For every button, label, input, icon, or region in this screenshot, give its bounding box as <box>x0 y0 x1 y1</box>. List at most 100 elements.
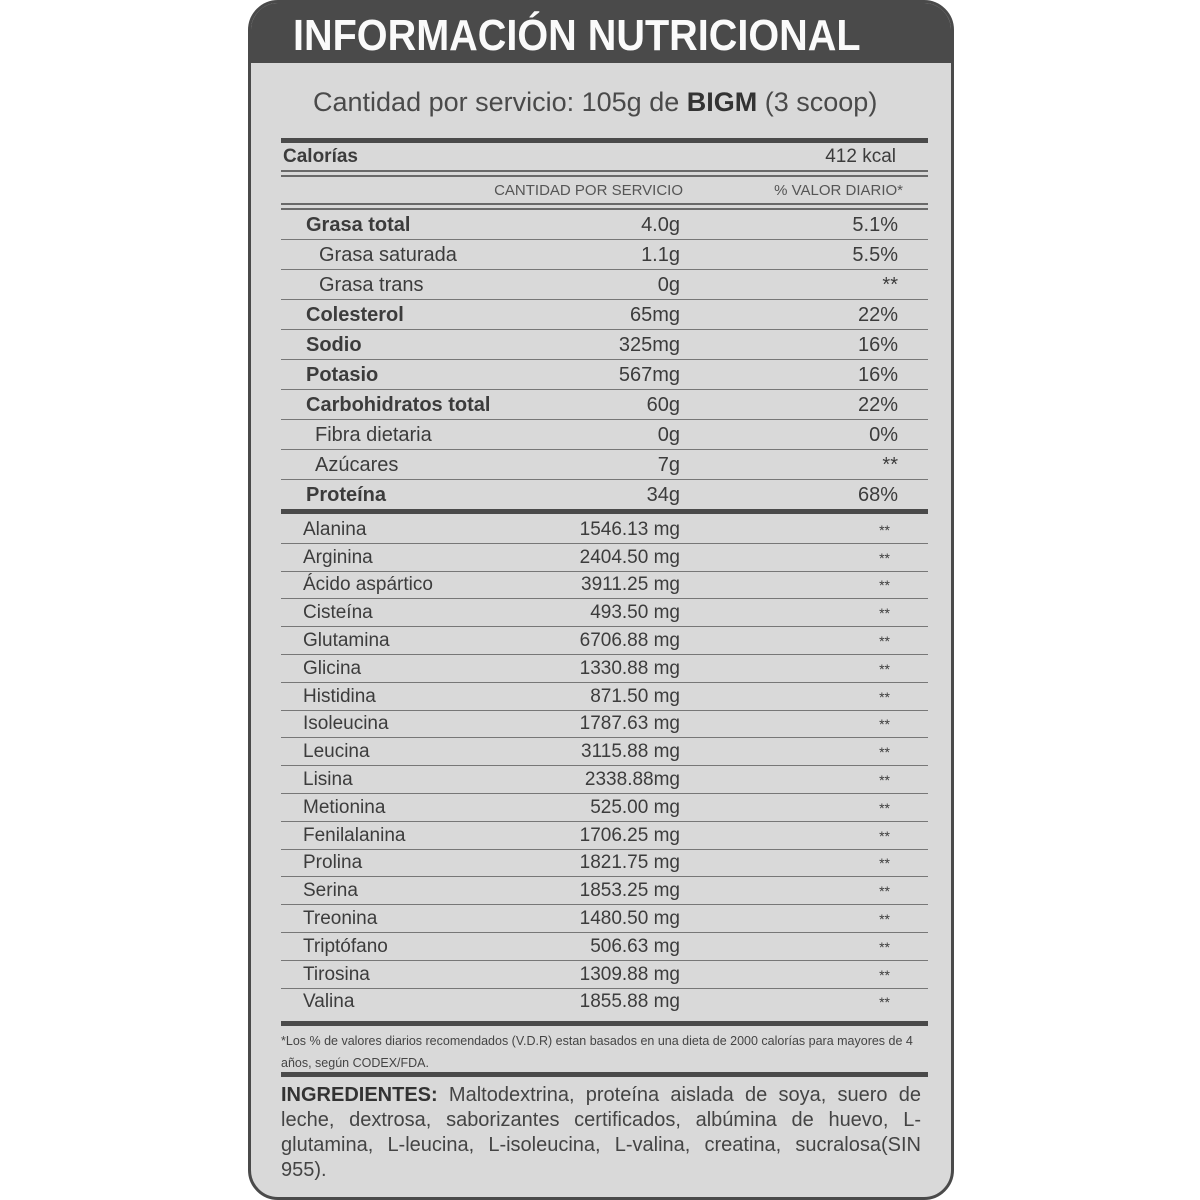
row-divider <box>281 479 928 480</box>
divider <box>281 1021 928 1026</box>
nutrient-amount: 1.1g <box>641 243 680 266</box>
amino-acid-amount: 871.50 mg <box>590 685 680 707</box>
row-divider <box>281 598 928 600</box>
amino-acid-amount: 1821.75 mg <box>579 852 680 874</box>
divider <box>281 1072 928 1077</box>
amino-acid-amount: 1309.88 mg <box>579 963 680 985</box>
amino-acid-amount: 6706.88 mg <box>579 630 680 652</box>
amino-acid-dv: ** <box>879 966 890 983</box>
nutrient-row: Colesterol 65mg 22% <box>281 300 928 330</box>
calories-value: 412 kcal <box>825 146 896 167</box>
divider <box>281 203 928 205</box>
divider <box>281 138 928 143</box>
amino-acid-row: Glicina 1330.88 mg ** <box>281 655 928 683</box>
label-header: INFORMACIÓN NUTRICIONAL <box>251 3 951 63</box>
amino-acid-name: Cisteína <box>303 602 373 624</box>
row-divider <box>281 820 928 822</box>
row-divider <box>281 542 928 544</box>
amino-acid-row: Cisteína 493.50 mg ** <box>281 599 928 628</box>
amino-acid-name: Isoleucina <box>303 713 389 735</box>
amino-acid-row: Valina 1855.88 mg ** <box>281 989 928 1017</box>
amino-acid-amount: 1706.25 mg <box>579 824 680 846</box>
nutrient-amount: 4.0g <box>641 213 680 236</box>
amino-acid-row: Ácido aspártico 3911.25 mg ** <box>281 572 928 600</box>
amino-acid-row: Serina 1853.25 mg ** <box>281 877 928 906</box>
amino-acid-dv: ** <box>879 772 890 789</box>
amino-acid-row: Leucina 3115.88 mg ** <box>281 738 928 767</box>
row-divider <box>281 931 928 933</box>
nutrient-name: Proteína <box>306 483 387 506</box>
footnote: *Los % de valores diarios recomendados (… <box>281 1034 913 1070</box>
amino-acid-amount: 2338.88mg <box>584 769 680 791</box>
amino-acid-name: Serina <box>303 880 358 902</box>
row-divider <box>281 765 928 767</box>
row-divider <box>281 269 928 270</box>
serving-prefix: Cantidad por servicio: 105g de <box>313 87 680 117</box>
nutrient-dv: ** <box>882 273 898 296</box>
ingredients-text: Maltodextrina, proteína aislada de soya,… <box>281 1084 921 1181</box>
amino-acid-dv: ** <box>879 799 890 816</box>
row-divider <box>281 737 928 739</box>
row-divider <box>281 709 928 711</box>
amino-acid-row: Fenilalanina 1706.25 mg ** <box>281 822 928 850</box>
amino-acid-amount: 3911.25 mg <box>581 574 680 596</box>
row-divider <box>281 876 928 878</box>
amino-acid-dv: ** <box>879 577 890 594</box>
row-divider <box>281 848 928 850</box>
amino-acid-row: Metionina 525.00 mg ** <box>281 794 928 822</box>
amino-acid-amount: 493.50 mg <box>590 602 680 624</box>
nutrient-row: Carbohidratos total 60g 22% <box>281 390 928 420</box>
ingredients: INGREDIENTES: Maltodextrina, proteína ai… <box>281 1083 921 1183</box>
nutrient-row: Proteína 34g 68% <box>281 480 928 510</box>
calories-row: Calorías 412 kcal <box>281 145 928 169</box>
amino-acid-name: Tirosina <box>303 963 370 985</box>
row-divider <box>281 299 928 300</box>
nutrient-name: Fibra dietaria <box>315 423 432 446</box>
amino-acid-name: Leucina <box>303 741 370 763</box>
amino-acid-name: Alanina <box>303 518 367 540</box>
row-divider <box>281 570 928 572</box>
nutrient-dv: 22% <box>857 393 898 416</box>
serving-suffix: (3 scoop) <box>764 87 878 117</box>
nutrient-row: Sodio 325mg 16% <box>281 330 928 360</box>
nutrient-row: Azúcares 7g ** <box>281 450 928 480</box>
amino-acid-dv: ** <box>879 716 890 733</box>
row-divider <box>281 792 928 794</box>
nutrient-amount: 567mg <box>618 363 680 386</box>
row-divider <box>281 419 928 420</box>
amino-acid-row: Triptófano 506.63 mg ** <box>281 933 928 961</box>
row-divider <box>281 626 928 628</box>
amino-acid-amount: 1787.63 mg <box>579 713 680 735</box>
calories-label: Calorías <box>283 146 358 167</box>
dv-column-header: % VALOR DIARIO* <box>774 181 903 199</box>
nutrient-dv: 22% <box>857 303 898 326</box>
amino-acid-name: Treonina <box>303 908 378 930</box>
amount-column-header: CANTIDAD POR SERVICIO <box>494 181 683 199</box>
nutrient-name: Carbohidratos total <box>306 393 491 416</box>
nutrient-amount: 325mg <box>618 333 680 356</box>
amino-acid-row: Arginina 2404.50 mg ** <box>281 544 928 572</box>
nutrient-row: Potasio 567mg 16% <box>281 360 928 390</box>
amino-acid-dv: ** <box>879 744 890 761</box>
amino-acid-row: Prolina 1821.75 mg ** <box>281 850 928 878</box>
row-divider <box>281 681 928 683</box>
nutrient-dv: 16% <box>857 333 898 356</box>
nutrient-amount: 7g <box>657 453 680 476</box>
amino-acid-row: Tirosina 1309.88 mg ** <box>281 961 928 989</box>
amino-acid-row: Histidina 871.50 mg ** <box>281 683 928 711</box>
amino-acid-amount: 1330.88 mg <box>579 657 680 679</box>
row-divider <box>281 359 928 360</box>
amino-acid-name: Glicina <box>303 657 362 679</box>
nutrient-amount: 0g <box>657 423 680 446</box>
amino-acid-dv: ** <box>879 827 890 844</box>
amino-acid-dv: ** <box>879 883 890 900</box>
nutrient-dv: 5.5% <box>852 243 898 266</box>
divider <box>281 509 928 514</box>
nutrient-dv: 5.1% <box>852 213 898 236</box>
amino-acid-dv: ** <box>879 688 890 705</box>
amino-acid-row: Isoleucina 1787.63 mg ** <box>281 711 928 739</box>
amino-acid-amount: 1855.88 mg <box>579 991 680 1013</box>
amino-acid-name: Metionina <box>303 796 386 818</box>
row-divider <box>281 239 928 240</box>
row-divider <box>281 904 928 906</box>
